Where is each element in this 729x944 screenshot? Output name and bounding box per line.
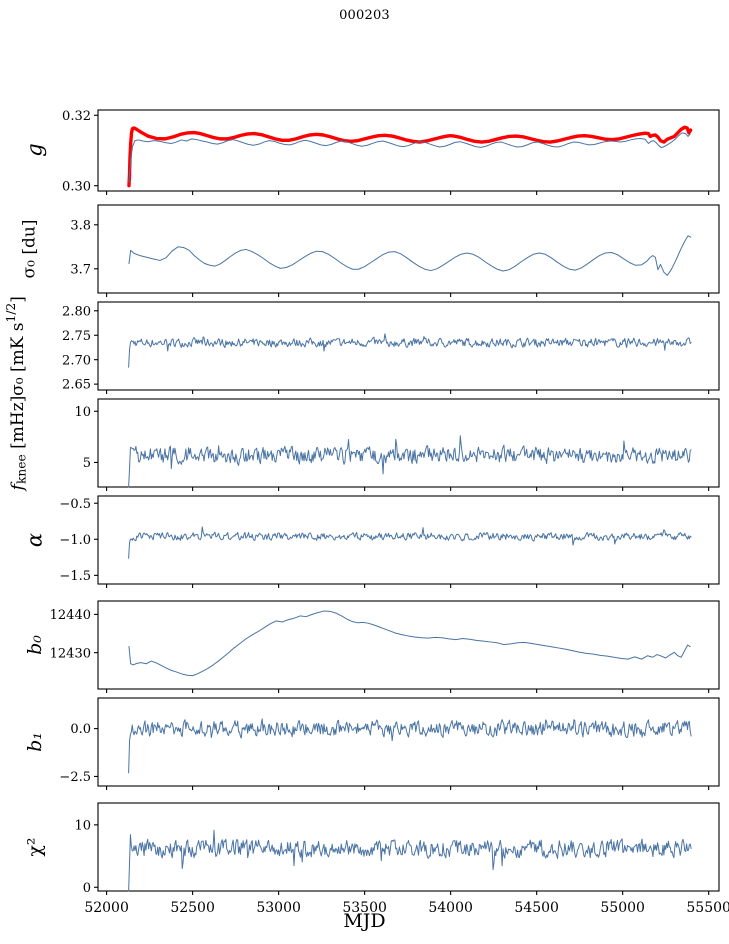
panel-chi2: 0 10 52000 52500 53000 53500 54000 54500 55000 55…: [74, 802, 729, 916]
figure-title: 000203: [339, 8, 390, 23]
panel-chi2-ytick-label: 0: [83, 881, 91, 896]
panel-g-frame: [97, 109, 720, 192]
g-red-line: [127, 125, 693, 188]
x-tick-label: 52000: [84, 900, 129, 916]
x-tick-label: 55500: [686, 900, 729, 916]
panel-b1-ytick-label: 0.0: [70, 722, 91, 737]
sigma0-mk-line: [128, 333, 692, 368]
panel-sigma0-mk-ytick-label: 2.70: [62, 353, 91, 368]
panel-g-ylabel: g: [23, 143, 47, 156]
x-axis-label: MJD: [343, 910, 386, 932]
b1-line: [128, 718, 692, 774]
panel-sigma0-mk-ylabel: σ₀ [mK s1/2]: [3, 296, 27, 396]
panel-b0: 12430 12440: [50, 600, 720, 693]
panel-alpha-ytick-label: −1.0: [59, 533, 91, 548]
panel-fknee-ytick-label: 5: [83, 456, 91, 471]
panel-g-ytick-label: 0.32: [62, 109, 91, 124]
panel-g: 0.30 0.32: [62, 109, 720, 195]
panel-b1: 0.0 −2.5: [59, 697, 720, 790]
panel-fknee-frame: [97, 398, 720, 488]
x-tick-label: 53500: [342, 900, 387, 916]
panel-alpha-frame: [97, 495, 720, 585]
panel-sigma0-mk-ytick-label: 2.80: [62, 304, 91, 319]
x-tick-label: 52500: [170, 900, 215, 916]
chi2-line: [128, 829, 692, 892]
panel-b1-ylabel: b₁: [24, 732, 46, 752]
panel-b0-ytick-label: 12440: [50, 608, 91, 623]
panel-fknee-ylabel: fknee [mHz]: [8, 396, 29, 493]
panel-sigma0-mk: 2.65 2.70 2.75 2.80: [62, 301, 720, 394]
x-tick-label: 54500: [514, 900, 559, 916]
panel-alpha-ytick-label: −0.5: [59, 497, 91, 512]
sigma0-du-line: [128, 235, 692, 276]
panel-b0-frame: [97, 600, 720, 690]
panel-b1-frame: [97, 697, 720, 787]
panel-b1-ytick-label: −2.5: [59, 770, 91, 785]
panel-sigma0-du: 3.7 3.8: [70, 204, 720, 297]
panel-chi2-ylabel: χ²: [24, 837, 46, 856]
fknee-line: [128, 435, 692, 488]
panel-sigma0-du-ylabel: σ₀ [du]: [20, 220, 40, 279]
g-blue-line: [128, 132, 691, 183]
panel-sigma0-du-frame: [97, 204, 720, 294]
panel-sigma0-du-ytick-label: 3.8: [70, 218, 91, 233]
panel-chi2-ytick-label: 10: [74, 818, 91, 833]
panel-fknee-ytick-label: 10: [74, 405, 91, 420]
x-tick-label: 53000: [256, 900, 301, 916]
panel-b0-ytick-label: 12430: [50, 646, 91, 661]
panel-alpha: −0.5 −1.0 −1.5: [59, 495, 720, 588]
panel-sigma0-mk-frame: [97, 301, 720, 391]
panel-chi2-frame: [97, 802, 720, 892]
panel-alpha-ytick-label: −1.5: [59, 569, 91, 584]
panel-alpha-ylabel: α: [23, 533, 47, 547]
panel-g-ytick-label: 0.30: [62, 179, 91, 194]
panel-sigma0-mk-ytick-label: 2.65: [62, 378, 91, 393]
b0-line: [128, 610, 691, 677]
panel-b0-ylabel: b₀: [24, 635, 46, 655]
x-tick-label: 55000: [600, 900, 645, 916]
panel-fknee: 5 10: [74, 398, 720, 491]
x-tick-label: 54000: [428, 900, 473, 916]
panel-sigma0-du-ytick-label: 3.7: [70, 262, 91, 277]
alpha-line: [128, 526, 692, 559]
panel-sigma0-mk-ytick-label: 2.75: [62, 329, 91, 344]
